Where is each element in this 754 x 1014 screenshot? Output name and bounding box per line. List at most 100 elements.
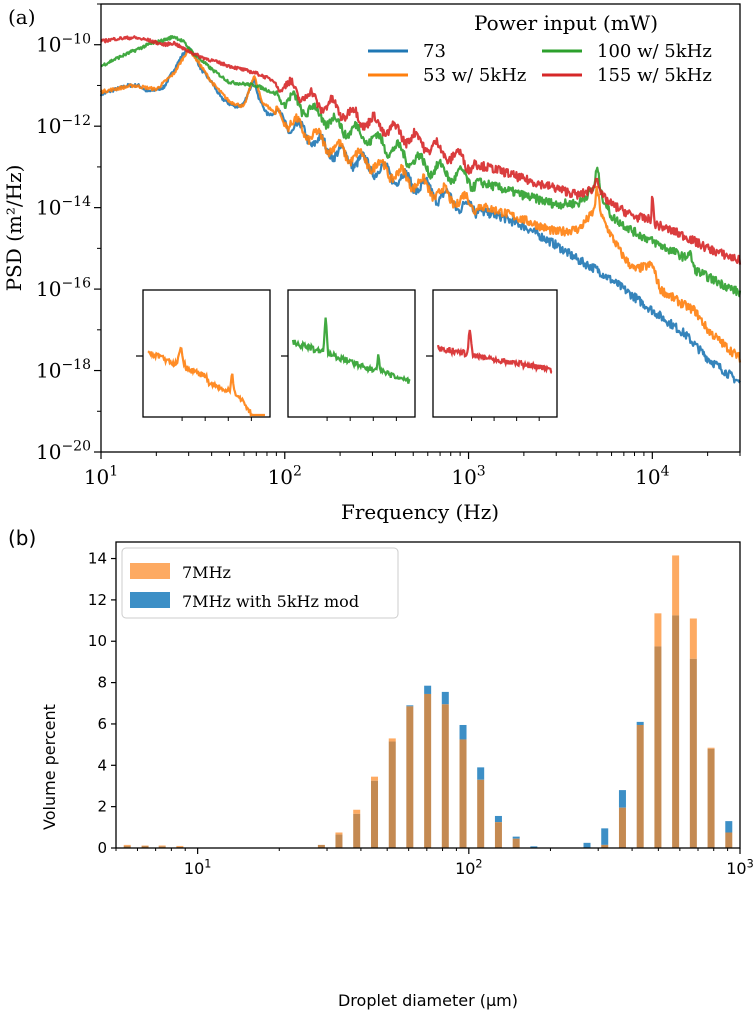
- psd-legend: Power input (mW) 73 53 w/ 5kHz 100 w/ 5kHz…: [368, 11, 712, 86]
- psd-line-155-w-5khz: [100, 35, 742, 265]
- x-tick-label: 102: [268, 464, 302, 489]
- bar-overlap: [636, 724, 644, 848]
- x-tick-label: 104: [635, 464, 669, 489]
- inset-psd-line: [291, 317, 411, 384]
- bar-overlap: [618, 807, 626, 848]
- volume-plot-frame: [115, 541, 741, 849]
- bar-overlap: [689, 658, 697, 848]
- x-tick-label: 102: [455, 857, 482, 878]
- bar-overlap: [123, 845, 131, 848]
- psd-x-axis-label: Frequency (Hz): [341, 500, 499, 524]
- x-tick-label: 101: [184, 857, 211, 878]
- inset-psd-line: [147, 346, 265, 417]
- bar-top: [689, 618, 697, 659]
- y-tick-label: 0: [97, 839, 107, 857]
- y-tick-label: 8: [97, 674, 107, 692]
- panel-b-label: (b): [8, 526, 36, 550]
- psd-axis-ticks: 101 102 103 104 10−10 10−12 10−14 10−16 10−18 10−…: [36, 3, 741, 489]
- y-tick-label: 10−12: [36, 113, 91, 138]
- psd-line-53-w-5khz: [99, 47, 742, 363]
- bar-overlap: [459, 739, 467, 848]
- y-tick-label: 12: [88, 591, 107, 609]
- bar-overlap: [494, 822, 502, 848]
- bar-top: [158, 845, 166, 847]
- bar-top: [371, 776, 379, 781]
- bar-top: [441, 691, 449, 705]
- y-tick-label: 10−10: [36, 31, 91, 56]
- bar-top: [477, 767, 485, 780]
- legend-swatch-7mhz-mod: [130, 592, 170, 608]
- legend-swatch-7mhz: [130, 563, 170, 579]
- volume-legend: 7MHz 7MHz with 5kHz mod: [121, 547, 399, 619]
- bar-overlap: [725, 832, 733, 848]
- psd-insets: [136, 289, 558, 421]
- legend-label: 155 w/ 5kHz: [597, 65, 712, 86]
- volume-axis-ticks: 0 2 4 6 8 10 12 14 101 102 103: [88, 550, 754, 878]
- bar-top: [512, 836, 520, 839]
- bar-overlap: [158, 846, 166, 848]
- bar-top: [636, 721, 644, 725]
- bar-top: [618, 790, 626, 808]
- bar-overlap: [317, 844, 325, 848]
- y-tick-label: 14: [88, 550, 107, 568]
- legend-box: [121, 547, 399, 619]
- psd-line-100-w-5khz: [100, 35, 742, 298]
- bar-overlap: [406, 706, 414, 848]
- y-tick-label: 10−18: [36, 357, 91, 382]
- psd-plot-frame: [100, 3, 741, 453]
- y-tick-label: 10−20: [36, 439, 91, 464]
- legend-label-7mhz-mod: 7MHz with 5kHz mod: [182, 592, 359, 611]
- bar-top: [707, 747, 715, 749]
- bar-overlap: [601, 844, 609, 848]
- y-tick-label: 6: [97, 715, 107, 733]
- x-tick-label: 103: [726, 857, 753, 878]
- psd-legend-title: Power input (mW): [474, 11, 658, 35]
- bar-top: [725, 821, 733, 833]
- legend-label: 73: [423, 41, 446, 62]
- inset-frame: [287, 289, 416, 418]
- bar-top: [123, 844, 131, 846]
- legend-label: 100 w/ 5kHz: [597, 41, 712, 62]
- bar-top: [406, 705, 414, 707]
- volume-bars: [123, 555, 733, 848]
- bar-top: [601, 828, 609, 845]
- legend-label-7mhz: 7MHz: [182, 563, 231, 582]
- bar-overlap: [512, 838, 520, 848]
- psd-series-group: [99, 35, 742, 384]
- bar-overlap: [424, 693, 432, 848]
- bar-overlap: [335, 834, 343, 848]
- bar-top: [459, 724, 467, 740]
- bar-top: [388, 738, 396, 742]
- bar-overlap: [477, 779, 485, 848]
- bar-top: [353, 809, 361, 814]
- bar-overlap: [388, 741, 396, 848]
- y-tick-label: 10: [88, 632, 107, 650]
- y-tick-label: 10−16: [36, 276, 91, 301]
- bar-top: [583, 842, 591, 848]
- bar-overlap: [672, 615, 680, 848]
- inset-frame: [142, 289, 271, 418]
- psd-y-axis-label: PSD (m²/Hz): [2, 165, 26, 292]
- volume-y-axis-label: Volume percent: [40, 704, 59, 830]
- legend-label: 53 w/ 5kHz: [423, 65, 526, 86]
- y-tick-label: 10−14: [36, 194, 91, 219]
- bar-top: [176, 845, 184, 847]
- bar-overlap: [371, 780, 379, 848]
- y-tick-label: 2: [97, 798, 107, 816]
- bar-top: [672, 555, 680, 616]
- volume-x-axis-label: Droplet diameter (µm): [338, 991, 518, 1010]
- y-tick-label: 4: [97, 756, 107, 774]
- bar-top: [494, 815, 502, 823]
- panel-a-label: (a): [8, 5, 36, 29]
- bar-top: [335, 832, 343, 835]
- bar-overlap: [353, 813, 361, 848]
- x-tick-label: 103: [451, 464, 485, 489]
- bar-top: [530, 846, 538, 848]
- x-tick-label: 101: [84, 464, 118, 489]
- bar-top: [424, 685, 432, 694]
- bar-overlap: [441, 704, 449, 848]
- bar-overlap: [707, 748, 715, 848]
- bar-overlap: [141, 845, 149, 848]
- bar-top: [654, 613, 662, 647]
